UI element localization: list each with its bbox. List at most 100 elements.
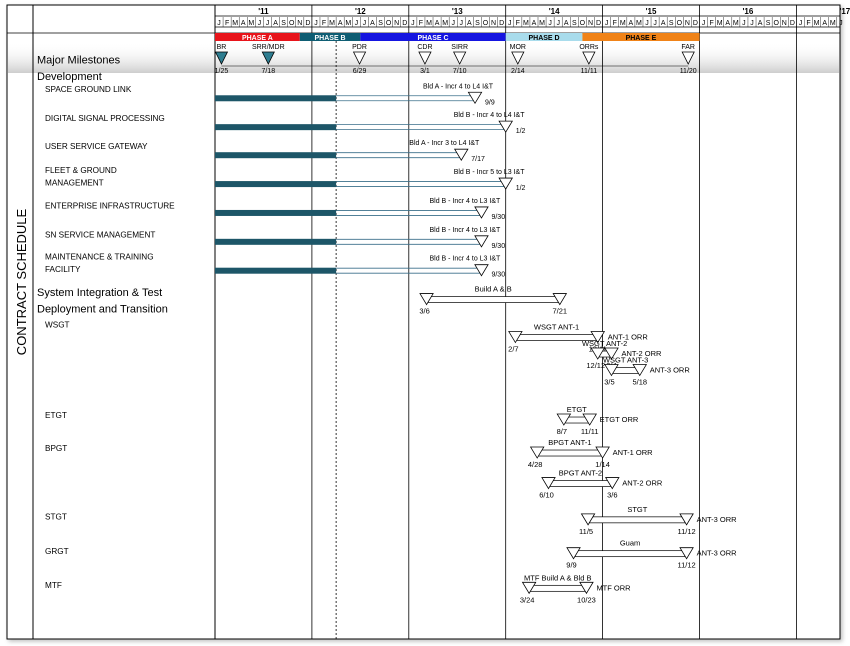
task-end-date: 9/30 — [491, 272, 505, 279]
milestone-marker — [681, 51, 695, 65]
span-start-date: 11/5 — [579, 527, 593, 536]
month-letter: O — [386, 20, 392, 27]
task-label: BPGT — [45, 444, 67, 453]
span-end-marker — [595, 446, 610, 459]
month-letter: D — [402, 20, 407, 27]
month-letter: J — [645, 20, 649, 27]
milestone-marker — [511, 51, 525, 65]
task-label: USER SERVICE GATEWAY — [45, 142, 148, 151]
span-end-date: 1/14 — [595, 460, 610, 469]
milestone-marker — [261, 51, 275, 65]
span-title: MTF Build A & Bld B — [524, 573, 592, 582]
month-letter: J — [217, 20, 221, 27]
milestone-date: 7/18 — [261, 68, 275, 75]
span-start-date: 8/7 — [557, 427, 567, 436]
month-letter: M — [345, 20, 351, 27]
span-orr-label: ANT-1 ORR — [613, 448, 654, 457]
span-end-marker — [582, 413, 597, 426]
grid-layer — [7, 5, 840, 639]
month-letter: S — [572, 20, 577, 27]
task-annotation: Bld A - Incr 4 to L4 I&T — [423, 83, 494, 90]
task-label: MANAGEMENT — [45, 178, 104, 187]
section-heading: Major Milestones — [37, 55, 121, 67]
month-letter: J — [702, 20, 706, 27]
phase-label: PHASE E — [626, 35, 657, 42]
milestone-name: FAR — [681, 44, 695, 51]
span-end-date: 11/12 — [677, 561, 695, 570]
task-label: ENTERPRISE INFRASTRUCTURE — [45, 202, 175, 211]
span-orr-label: MTF ORR — [596, 583, 631, 592]
span-title: WSGT ANT-2 — [582, 339, 627, 348]
milestone-date: 3/1 — [420, 68, 430, 75]
month-letter: J — [258, 20, 262, 27]
span-start-date: 3/5 — [604, 378, 614, 387]
span-end-marker — [579, 581, 594, 595]
span-end-date: 11/12 — [677, 527, 695, 536]
span-end-date: 3/6 — [607, 491, 617, 500]
span-end-date: 10/23 — [577, 595, 596, 604]
month-letter: N — [588, 20, 593, 27]
phase-segment — [505, 33, 583, 41]
month-letter: F — [225, 20, 229, 27]
milestone-marker — [418, 51, 432, 65]
task-end-date: 7/17 — [471, 156, 485, 163]
task-bar-solid — [215, 181, 337, 188]
span-start-date: 12/12 — [586, 361, 605, 370]
month-letter: S — [669, 20, 674, 27]
month-letter: M — [830, 20, 836, 27]
span-end-marker — [604, 347, 619, 360]
month-letter: A — [532, 20, 537, 27]
chart-frame — [6, 4, 841, 640]
month-letter: J — [411, 20, 415, 27]
section-heading: Development — [37, 71, 102, 83]
span-start-date: 6/10 — [539, 491, 554, 500]
row-labels: Major Milestones Development SPACE GROUND … — [37, 55, 175, 591]
span-bar — [426, 296, 561, 303]
span-title: Guam — [620, 539, 640, 548]
span-end-date: 5/18 — [632, 378, 647, 387]
span-start-marker — [580, 513, 596, 526]
phase-bar: PHASE A PHASE B PHASE C PHASE D PHASE E — [215, 33, 700, 42]
month-letter: M — [733, 20, 739, 27]
milestone-name: SRR/MDR — [252, 44, 285, 51]
task-label: STGT — [45, 513, 67, 522]
task-end-marker — [467, 91, 483, 105]
month-letter: D — [305, 20, 310, 27]
month-letter: M — [636, 20, 642, 27]
task-end-date: 9/30 — [491, 243, 505, 250]
phase-segment — [360, 33, 506, 41]
milestone-marker — [352, 51, 367, 65]
span-start-date: 9/9 — [566, 561, 576, 570]
task-label: FLEET & GROUND — [45, 166, 117, 175]
span-end-marker — [632, 364, 648, 377]
milestone-date: 7/10 — [453, 68, 467, 75]
year-label: '11 — [258, 7, 269, 16]
year-label: '15 — [646, 7, 657, 16]
span-orr-label: ANT-2 ORR — [622, 479, 663, 488]
month-letter: N — [297, 20, 302, 27]
task-label: FACILITY — [45, 265, 81, 274]
year-label: '13 — [452, 7, 463, 16]
span-title: BPGT ANT-1 — [548, 438, 591, 447]
month-letter: J — [363, 20, 367, 27]
span-orr-label: ANT-3 ORR — [697, 515, 738, 524]
month-letter: J — [605, 20, 609, 27]
span-end-marker — [604, 477, 620, 490]
task-end-marker — [453, 148, 469, 161]
month-letter: M — [442, 20, 448, 27]
side-label: CONTRACT SCHEDULE — [14, 208, 29, 355]
section-heading: Deployment and Transition — [37, 304, 168, 316]
span-orr-label: ANT-3 ORR — [697, 549, 738, 558]
month-letter: J — [508, 20, 512, 27]
milestone-name: BR — [217, 44, 227, 51]
span-title: STGT — [627, 505, 647, 514]
task-end-marker — [474, 235, 489, 248]
timeline-header: '11J F M A M J J A S O N D'12J F M A M J J A S O N D'13J F M A M J J… — [217, 7, 850, 27]
month-letter: M — [232, 20, 238, 27]
task-end-date: 9/30 — [491, 214, 505, 221]
task-annotation: Bld B - Incr 4 to L3 I&T — [429, 198, 501, 205]
month-letter: M — [248, 20, 254, 27]
span-title: WSGT ANT-3 — [603, 356, 648, 365]
span-start-date: 3/6 — [419, 307, 429, 316]
